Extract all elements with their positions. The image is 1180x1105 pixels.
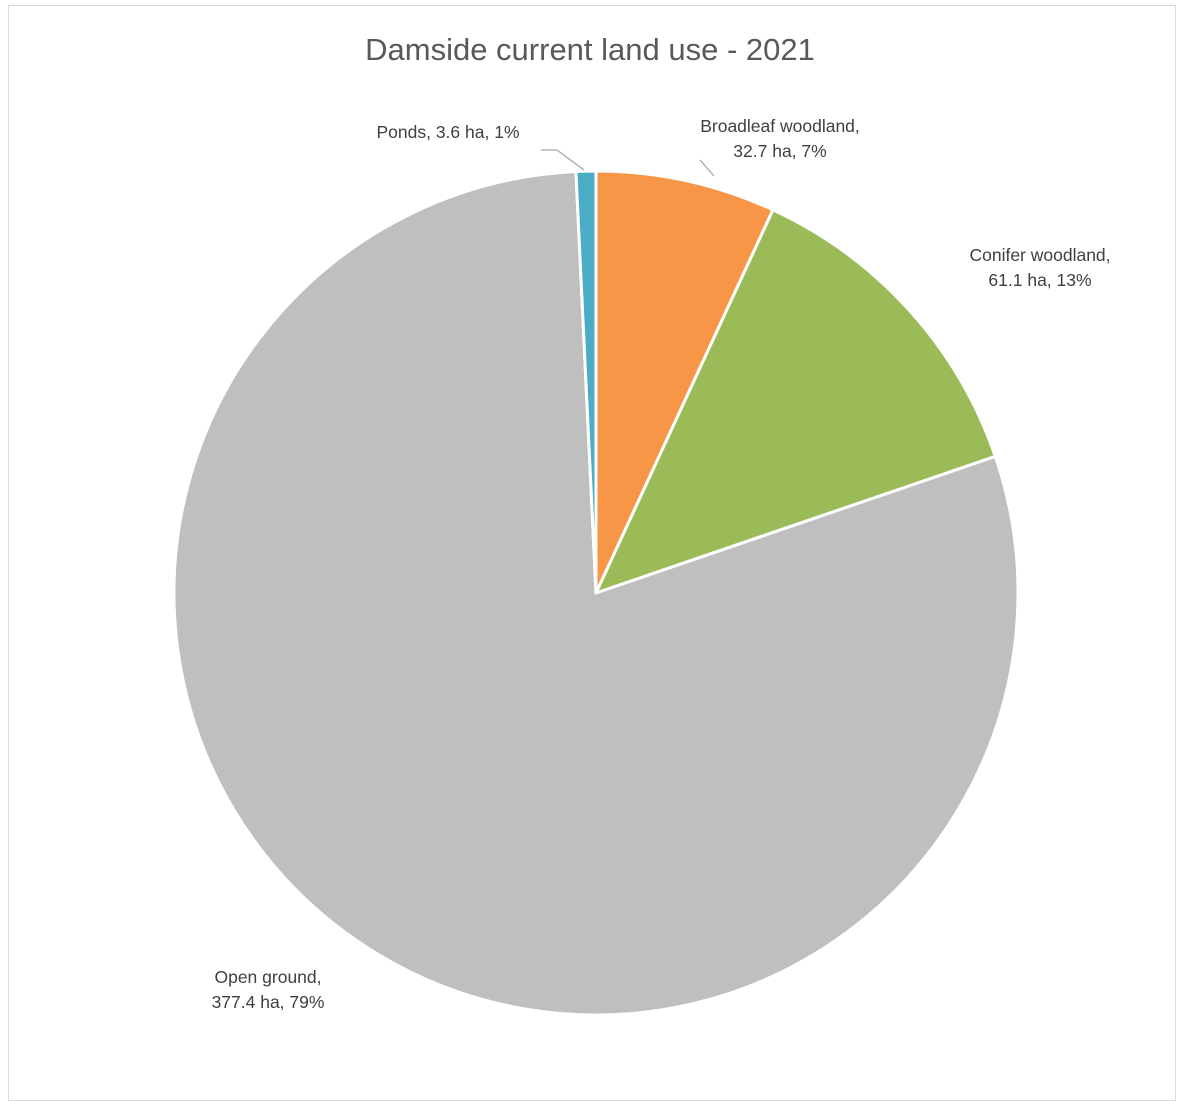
data-label-open-ground: Open ground, 377.4 ha, 79%	[212, 967, 325, 1012]
data-label-ponds: Ponds, 3.6 ha, 1%	[376, 122, 519, 142]
data-label-conifer-woodland: Conifer woodland, 61.1 ha, 13%	[969, 245, 1110, 290]
data-label-line: Broadleaf woodland,	[700, 116, 860, 136]
data-label-line: Open ground,	[214, 967, 321, 987]
data-label-line: 32.7 ha, 7%	[733, 141, 826, 161]
data-label-broadleaf-woodland: Broadleaf woodland, 32.7 ha, 7%	[700, 116, 860, 161]
pie-slice-conifer-woodland	[594, 208, 997, 595]
data-label-line: 61.1 ha, 13%	[988, 270, 1091, 290]
leader-line-ponds	[541, 149, 585, 171]
pie-slice-ponds	[574, 169, 598, 595]
leader-line-broadleaf-woodland	[699, 159, 715, 177]
data-label-line: Ponds, 3.6 ha, 1%	[376, 122, 519, 142]
data-label-line: Conifer woodland,	[969, 245, 1110, 265]
pie-slice-broadleaf-woodland	[594, 169, 775, 595]
data-label-line: 377.4 ha, 79%	[212, 992, 325, 1012]
chart-title: Damside current land use - 2021	[365, 32, 815, 67]
